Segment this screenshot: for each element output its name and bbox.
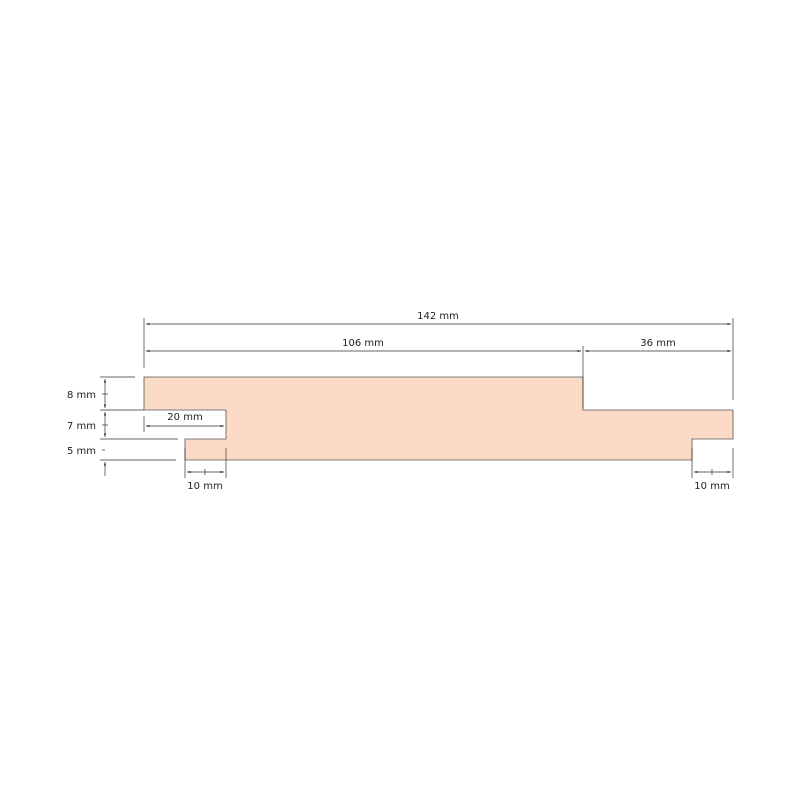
label-10-left: 10 mm [187, 481, 222, 492]
label-8: 8 mm [67, 390, 96, 401]
board-cross-section [143, 376, 734, 461]
label-106: 106 mm [342, 338, 384, 349]
dimension-lines [102, 322, 731, 476]
label-20: 20 mm [167, 412, 202, 423]
label-5: 5 mm [67, 446, 96, 457]
label-36: 36 mm [640, 338, 675, 349]
label-142: 142 mm [417, 311, 459, 322]
label-7: 7 mm [67, 421, 96, 432]
extension-lines [100, 318, 734, 478]
label-10-right: 10 mm [694, 481, 729, 492]
